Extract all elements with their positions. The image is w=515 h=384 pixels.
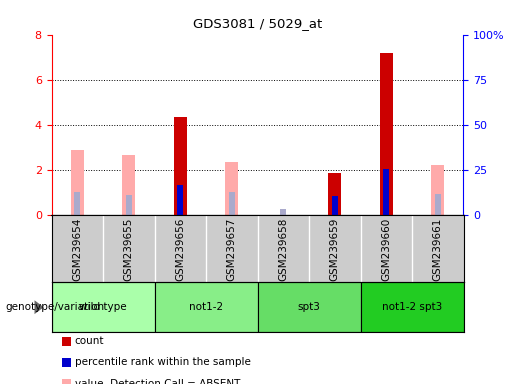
Polygon shape	[35, 300, 44, 314]
Text: GSM239655: GSM239655	[124, 218, 134, 281]
Text: GSM239661: GSM239661	[433, 218, 443, 281]
Bar	[174, 191, 186, 215]
Text: GSM239658: GSM239658	[278, 218, 288, 281]
Bar	[174, 117, 186, 215]
Bar	[383, 169, 389, 215]
Bar	[154, 282, 258, 332]
Bar	[360, 282, 464, 332]
Bar	[52, 282, 154, 332]
Bar	[71, 150, 83, 215]
Bar	[435, 194, 441, 215]
Bar	[122, 155, 135, 215]
Bar	[177, 185, 183, 215]
Text: GSM239654: GSM239654	[72, 218, 82, 281]
Text: not1-2 spt3: not1-2 spt3	[382, 302, 442, 312]
Text: wild type: wild type	[79, 302, 127, 312]
Bar	[74, 192, 80, 215]
Text: GSM239656: GSM239656	[175, 218, 185, 281]
Bar	[332, 196, 338, 215]
Bar	[258, 282, 360, 332]
Bar	[229, 192, 235, 215]
Bar	[328, 173, 341, 215]
Bar	[126, 195, 132, 215]
Bar	[380, 53, 392, 215]
Text: GSM239660: GSM239660	[381, 218, 391, 281]
Text: count: count	[75, 336, 104, 346]
Bar	[431, 166, 444, 215]
Text: percentile rank within the sample: percentile rank within the sample	[75, 358, 251, 367]
Text: GDS3081 / 5029_at: GDS3081 / 5029_at	[193, 17, 322, 30]
Text: value, Detection Call = ABSENT: value, Detection Call = ABSENT	[75, 379, 240, 384]
Bar	[225, 162, 238, 215]
Text: GSM239659: GSM239659	[330, 218, 340, 281]
Text: not1-2: not1-2	[189, 302, 223, 312]
Text: GSM239657: GSM239657	[227, 218, 237, 281]
Bar	[280, 209, 286, 215]
Text: spt3: spt3	[298, 302, 320, 312]
Text: genotype/variation: genotype/variation	[5, 302, 104, 312]
